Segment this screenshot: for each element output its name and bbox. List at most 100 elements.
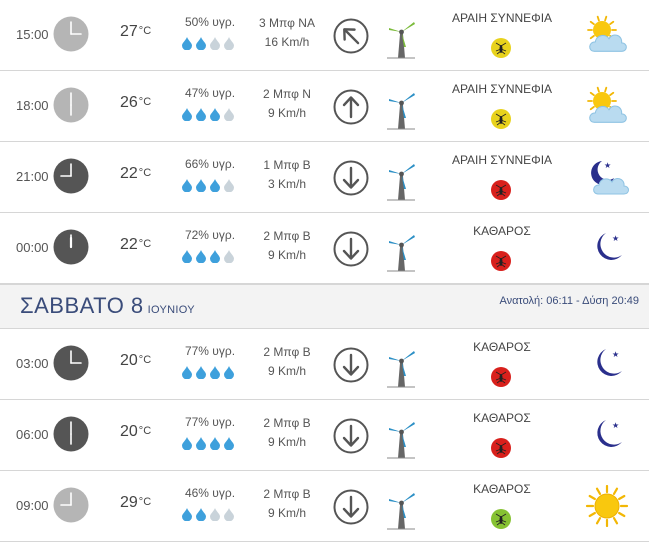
weather-condition: ΚΑΘΑΡΟΣ [473,411,531,425]
mosquito-icon [491,509,511,529]
temperature: 29°C [120,494,151,512]
partly-cloudy-day-icon [587,15,627,52]
mosquito-icon [491,367,511,387]
wind-info: 1 Μπφ Β 3 Km/h [250,156,324,194]
wind-info: 2 Μπφ Β 9 Km/h [250,343,324,381]
weather-condition: ΑΡΑΙΗ ΣΥΝΝΕΦΙΑ [451,153,553,167]
forecast-row: 09:00 29°C 46% υγρ. 2 Μπφ Β 9 Km/h ΚΑΘΑΡΟ… [0,471,649,542]
wind-info: 3 Μπφ ΝΑ 16 Km/h [250,14,324,52]
svg-text:★: ★ [612,234,619,243]
temperature-unit: °C [138,496,152,508]
wind-speed: 3 Km/h [267,177,306,191]
weather-condition: ΑΡΑΙΗ ΣΥΝΝΕΦΙΑ [451,82,553,96]
partly-cloudy-day-icon [587,86,627,123]
forecast-row: 00:00 22°C 72% υγρ. 2 Μπφ Β 9 Km/h ΚΑΘΑΡΟ… [0,213,649,284]
mosquito-icon [491,180,511,200]
temperature-unit: °C [138,354,152,366]
wind-direction-arrow-icon [333,160,369,196]
temperature-value: 22 [120,165,138,182]
humidity: 46% υγρ. [184,486,236,500]
mosquito-icon [491,251,511,271]
temperature: 27°C [120,23,151,41]
clear-night-icon: ★ [597,349,622,376]
sunrise-sunset: Ανατολή: 06:11 - Δύση 20:49 [499,295,639,307]
temperature-value: 26 [120,94,138,111]
wind-speed: 9 Km/h [267,435,306,449]
wind-speed: 16 Km/h [264,35,310,49]
wind-info: 2 Μπφ Β 9 Km/h [250,227,324,265]
wind-beaufort: 1 Μπφ Β [263,158,311,172]
clear-night-icon: ★ [597,233,622,260]
wind-direction-arrow-icon [333,418,369,454]
svg-text:★: ★ [612,350,619,359]
humidity-drops-icon [182,179,234,192]
humidity: 72% υγρ. [184,228,236,242]
forecast-time: 18:00 [16,98,49,113]
wind-direction-arrow-icon [333,489,369,525]
temperature: 26°C [120,94,151,112]
forecast-time: 06:00 [16,427,49,442]
humidity-drops-icon [182,508,234,521]
humidity-drops-icon [182,366,234,379]
svg-text:★: ★ [604,161,611,170]
humidity-drops-icon [182,437,234,450]
temperature: 22°C [120,165,151,183]
wind-turbine-icon [387,235,415,272]
humidity-drops-icon [182,108,234,121]
weather-condition: ΚΑΘΑΡΟΣ [473,340,531,354]
clock-icon [53,87,89,123]
wind-turbine-icon [387,22,415,59]
humidity: 66% υγρ. [184,157,236,171]
clear-night-icon: ★ [597,420,622,447]
mosquito-icon [491,38,511,58]
weather-condition: ΚΑΘΑΡΟΣ [473,224,531,238]
humidity: 50% υγρ. [184,15,236,29]
wind-direction-arrow-icon [333,18,369,54]
wind-direction-arrow-icon [333,347,369,383]
temperature-unit: °C [138,96,152,108]
clock-icon [53,416,89,452]
humidity-drops-icon [182,37,234,50]
clock-icon [53,345,89,381]
temperature-value: 27 [120,23,138,40]
wind-beaufort: 2 Μπφ Β [263,229,311,243]
day-header: ΣΑΒΒΑΤΟ 8 ΙΟΥΝΙΟΥ Ανατολή: 06:11 - Δύση 2… [0,284,649,329]
clock-icon [53,229,89,265]
day-title: ΣΑΒΒΑΤΟ 8 ΙΟΥΝΙΟΥ [20,293,195,319]
temperature-unit: °C [138,167,152,179]
forecast-row: 06:00 20°C 77% υγρ. 2 Μπφ Β 9 Km/h ΚΑΘΑΡΟ… [0,400,649,471]
forecast-row: 21:00 22°C 66% υγρ. 1 Μπφ Β 3 Km/h ΑΡΑΙΗ … [0,142,649,213]
wind-turbine-icon [387,93,415,130]
wind-turbine-icon [387,351,415,388]
temperature-value: 20 [120,423,138,440]
clock-icon [53,16,89,52]
wind-direction-arrow-icon [333,89,369,125]
wind-speed: 9 Km/h [267,364,306,378]
wind-beaufort: 2 Μπφ Β [263,416,311,430]
forecast-time: 09:00 [16,498,49,513]
svg-text:★: ★ [612,421,619,430]
partly-cloudy-night-icon: ★ [591,161,629,195]
clock-icon [53,487,89,523]
temperature-unit: °C [138,25,152,37]
temperature: 20°C [120,423,151,441]
weather-condition: ΚΑΘΑΡΟΣ [473,482,531,496]
wind-beaufort: 3 Μπφ ΝΑ [259,16,315,30]
forecast-time: 21:00 [16,169,49,184]
forecast-time: 00:00 [16,240,49,255]
wind-info: 2 Μπφ Β 9 Km/h [250,485,324,523]
weather-condition: ΑΡΑΙΗ ΣΥΝΝΕΦΙΑ [451,11,553,25]
wind-beaufort: 2 Μπφ Β [263,487,311,501]
forecast-row: 18:00 26°C 47% υγρ. 2 Μπφ Ν 9 Km/h ΑΡΑΙΗ … [0,71,649,142]
temperature-value: 20 [120,352,138,369]
temperature-value: 29 [120,494,138,511]
wind-turbine-icon [387,164,415,201]
mosquito-icon [491,109,511,129]
day-name: ΣΑΒΒΑΤΟ 8 [20,293,144,318]
clock-icon [53,158,89,194]
wind-beaufort: 2 Μπφ Ν [263,87,311,101]
wind-turbine-icon [387,422,415,459]
wind-info: 2 Μπφ Ν 9 Km/h [250,85,324,123]
temperature-value: 22 [120,236,138,253]
wind-speed: 9 Km/h [267,506,306,520]
